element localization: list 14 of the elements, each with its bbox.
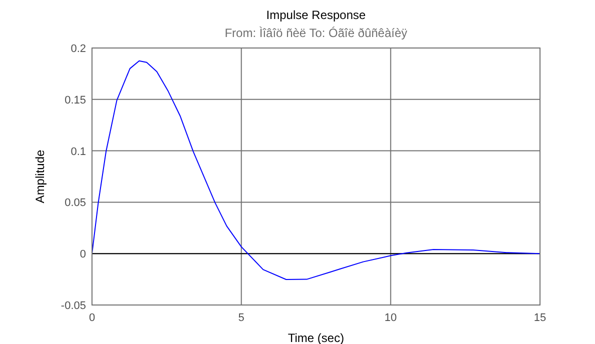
chart-title: Impulse Response [266, 8, 366, 22]
y-axis-title: Amplitude [33, 150, 47, 204]
x-tick-label: 15 [534, 312, 546, 324]
x-tick-label: 5 [238, 312, 244, 324]
y-tick-label: -0.05 [60, 300, 86, 312]
y-tick-label: 0 [80, 248, 86, 261]
y-tick-label: 0.05 [64, 197, 86, 210]
x-tick-label: 10 [384, 312, 397, 324]
x-tick-label: 0 [88, 312, 96, 324]
line-series [92, 60, 540, 280]
y-tick-label: 0.15 [64, 94, 86, 106]
chart-subtitle: From: Ìîâîö ñèë To: Óãîë ðûñêàíèÿ [224, 26, 408, 40]
y-tick-label: 0.2 [70, 43, 86, 55]
y-tick-label: 0.1 [70, 146, 86, 158]
